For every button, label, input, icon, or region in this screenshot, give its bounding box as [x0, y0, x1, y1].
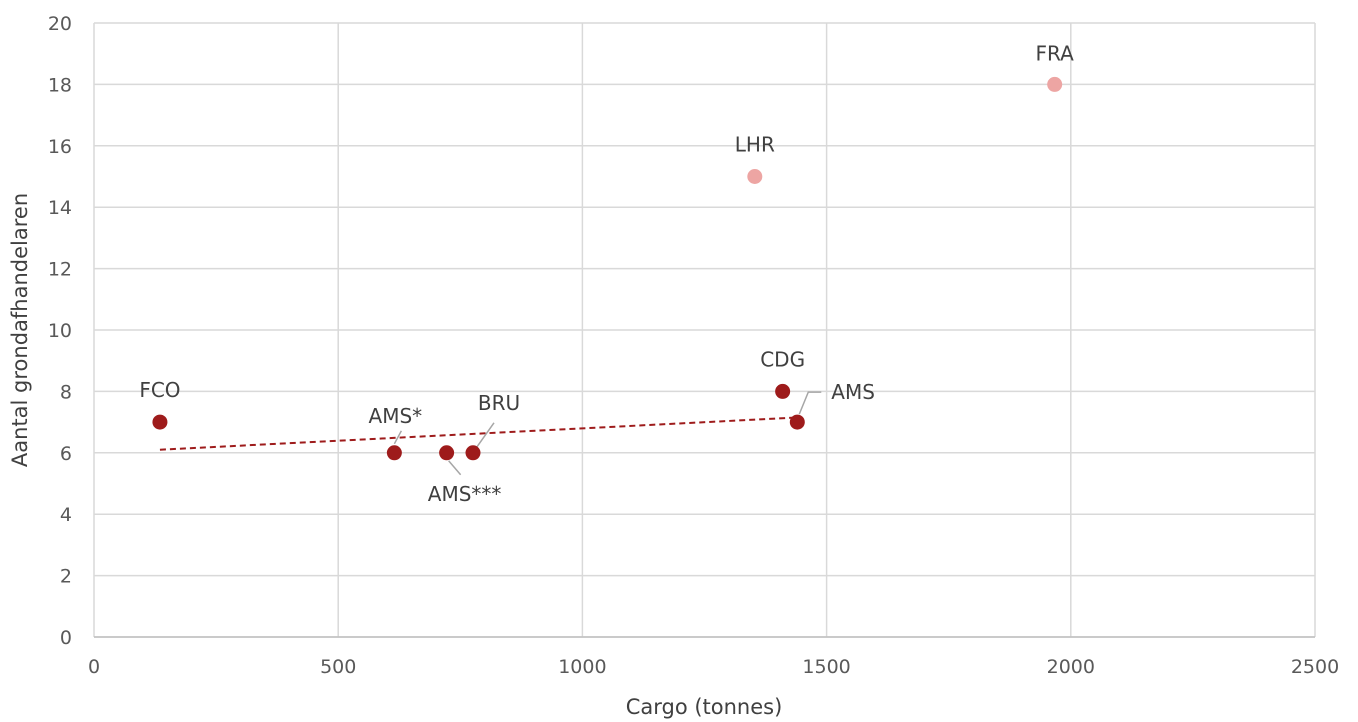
leader-line	[448, 460, 462, 476]
x-tick-label: 1500	[802, 656, 850, 678]
y-tick-label: 20	[48, 13, 72, 35]
point-label: AMS*	[369, 404, 423, 428]
leader-line	[798, 391, 822, 415]
point-label: AMS	[831, 380, 875, 404]
data-point	[152, 414, 168, 430]
y-tick-label: 8	[60, 381, 72, 403]
point-label: BRU	[478, 391, 520, 415]
gridlines	[93, 22, 1316, 638]
y-axis-ticks: 0 2 4 6 8 10 12 14 16 18 20	[48, 13, 72, 649]
y-tick-label: 0	[60, 627, 72, 649]
leader-line	[393, 430, 403, 445]
y-tick-label: 14	[48, 197, 72, 219]
y-tick-label: 10	[48, 320, 72, 342]
x-tick-label: 500	[320, 656, 356, 678]
x-tick-label: 2000	[1047, 656, 1095, 678]
y-tick-label: 4	[60, 504, 72, 526]
point-label: LHR	[735, 133, 775, 157]
y-tick-label: 12	[48, 259, 72, 281]
point-label: FCO	[139, 378, 180, 402]
trendline-group	[159, 416, 798, 451]
y-tick-label: 2	[60, 566, 72, 588]
point-label: FRA	[1036, 41, 1075, 65]
leader-line	[476, 422, 495, 448]
y-axis-title: Aantal grondafhandelaren	[8, 193, 32, 467]
leader-lines	[393, 391, 822, 476]
x-axis-ticks: 0 500 1000 1500 2000 2500	[88, 656, 1339, 678]
x-tick-label: 0	[88, 656, 100, 678]
y-tick-label: 16	[48, 136, 72, 158]
data-points	[152, 76, 1063, 461]
data-point	[789, 414, 805, 430]
point-label: AMS***	[428, 482, 502, 506]
data-point	[1047, 76, 1063, 92]
data-point	[386, 445, 402, 461]
point-label: CDG	[760, 347, 805, 371]
x-axis-title: Cargo (tonnes)	[626, 695, 783, 719]
point-labels: FCO AMS* AMS*** BRU CDG AMS LHR FRA	[139, 41, 1074, 505]
x-tick-label: 2500	[1291, 656, 1339, 678]
data-point	[439, 445, 455, 461]
data-point	[465, 445, 481, 461]
x-tick-label: 1000	[558, 656, 606, 678]
data-point	[775, 383, 791, 399]
y-tick-label: 18	[48, 74, 72, 96]
y-tick-label: 6	[60, 443, 72, 465]
data-point	[747, 169, 763, 184]
trendline	[159, 416, 798, 451]
